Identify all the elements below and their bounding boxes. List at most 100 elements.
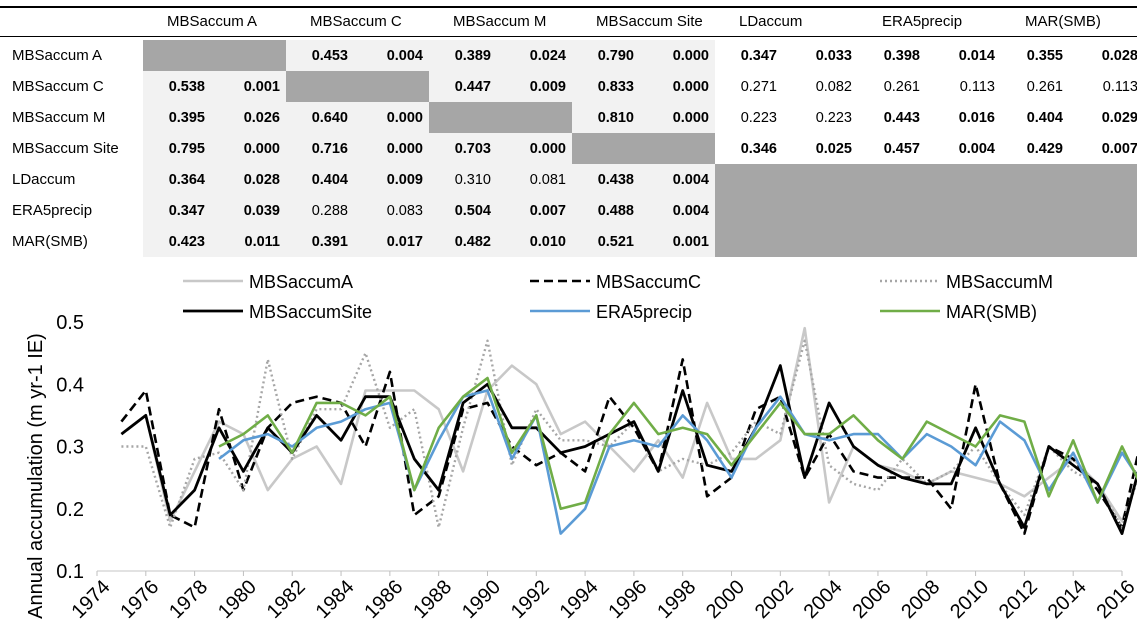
legend-label: ERA5precip [596, 302, 692, 322]
r-value: 0.346 [740, 141, 777, 157]
r-value: 0.347 [168, 203, 205, 219]
diagonal-cell [286, 71, 429, 102]
diagonal-cell [429, 102, 572, 133]
x-axis: 1974 1976 1978 1980 1982 1984 1986 1988 1990 1992… [68, 570, 1137, 623]
p-value: 0.009 [529, 79, 566, 95]
column-header: MBSaccum M [453, 13, 547, 30]
row-label: MAR(SMB) [12, 233, 88, 250]
p-value: 0.000 [529, 141, 566, 157]
p-value: 0.082 [815, 79, 852, 95]
y-tick-label: 0.1 [56, 561, 84, 583]
p-value: 0.004 [386, 48, 423, 64]
diagonal-cell [715, 164, 858, 195]
p-value: 0.004 [672, 172, 709, 188]
r-value: 0.833 [597, 79, 634, 95]
x-tick-label: 1992 [507, 576, 554, 623]
column-header: MBSaccum C [310, 13, 402, 30]
p-value: 0.004 [672, 203, 709, 219]
r-value: 0.395 [168, 110, 205, 126]
x-tick-label: 2014 [1044, 576, 1091, 623]
column-header: MAR(SMB) [1025, 13, 1101, 30]
row-label: ERA5precip [12, 202, 93, 219]
column-header: ERA5precip [882, 13, 963, 30]
r-value: 0.443 [883, 110, 920, 126]
p-value: 0.010 [529, 234, 566, 250]
p-value: 0.009 [386, 172, 423, 188]
r-value: 0.261 [883, 79, 920, 95]
plot-area [120, 326, 1137, 536]
p-value: 0.028 [243, 172, 280, 188]
p-value: 0.001 [672, 234, 709, 250]
p-value: 0.004 [958, 141, 995, 157]
r-value: 0.703 [454, 141, 491, 157]
r-value: 0.640 [311, 110, 348, 126]
table-rule [0, 36, 1137, 38]
x-tick-label: 1996 [604, 576, 651, 623]
x-tick-label: 2012 [995, 576, 1042, 623]
y-tick-label: 0.5 [56, 312, 84, 334]
r-value: 0.482 [454, 234, 491, 250]
r-value: 0.716 [311, 141, 348, 157]
x-tick-label: 1982 [263, 576, 310, 623]
chart-canvas: MBSaccumA MBSaccumC MBSaccumM MBSaccumSite E… [25, 272, 1137, 623]
y-axis: 0.1 0.2 0.3 0.4 0.5 [56, 312, 84, 583]
accumulation-line-chart: MBSaccumA MBSaccumC MBSaccumM MBSaccumSite E… [0, 258, 1137, 635]
p-value: 0.007 [1101, 141, 1137, 157]
row-label: MBSaccum A [12, 47, 103, 64]
diagonal-cell [858, 195, 1001, 226]
y-tick-label: 0.3 [56, 437, 84, 459]
r-value: 0.310 [454, 172, 491, 188]
x-tick-label: 2000 [702, 576, 749, 623]
r-value: 0.521 [597, 234, 634, 250]
x-tick-label: 1988 [409, 576, 456, 623]
p-value: 0.113 [959, 79, 995, 95]
r-value: 0.538 [168, 79, 205, 95]
r-value: 0.391 [311, 234, 348, 250]
legend-label: MBSaccumSite [249, 302, 372, 322]
r-value: 0.347 [740, 48, 777, 64]
r-value: 0.404 [311, 172, 348, 188]
legend-label: MAR(SMB) [946, 302, 1037, 322]
p-value: 0.007 [529, 203, 566, 219]
y-tick-label: 0.4 [56, 374, 84, 396]
x-tick-label: 2008 [897, 576, 944, 623]
r-value: 0.790 [597, 48, 634, 64]
x-tick-label: 1998 [653, 576, 700, 623]
p-value: 0.000 [672, 110, 709, 126]
r-value: 0.389 [454, 48, 491, 64]
column-header: MBSaccum A [167, 13, 258, 30]
row-label: MBSaccum C [12, 78, 104, 95]
x-tick-label: 1980 [214, 576, 261, 623]
row-label: MBSaccum M [12, 109, 106, 126]
r-value: 0.364 [168, 172, 205, 188]
p-value: 0.016 [958, 110, 995, 126]
p-value: 0.026 [243, 110, 280, 126]
series-line-mbsaccuma [120, 326, 1137, 523]
x-tick-label: 1990 [458, 576, 505, 623]
r-value: 0.223 [740, 110, 777, 126]
r-value: 0.810 [597, 110, 634, 126]
x-tick-label: 1974 [68, 576, 115, 623]
r-value: 0.488 [597, 203, 634, 219]
p-value: 0.083 [386, 203, 423, 219]
diagonal-cell [1001, 226, 1137, 257]
r-value: 0.398 [883, 48, 920, 64]
y-axis-label: Annual accumulation (m yr-1 IE) [25, 333, 47, 619]
x-tick-label: 2006 [848, 576, 895, 623]
r-value: 0.423 [168, 234, 205, 250]
diagonal-cell [572, 133, 715, 164]
p-value: 0.039 [243, 203, 280, 219]
r-value: 0.288 [311, 203, 348, 219]
x-tick-label: 1994 [556, 576, 603, 623]
table-rule [0, 6, 1137, 8]
x-tick-label: 1978 [165, 576, 212, 623]
diagonal-cell [143, 40, 286, 71]
r-value: 0.504 [454, 203, 491, 219]
r-value: 0.355 [1026, 48, 1063, 64]
p-value: 0.033 [815, 48, 852, 64]
x-tick-label: 1984 [312, 576, 359, 623]
legend-label: MBSaccumC [596, 272, 701, 292]
column-header: MBSaccum Site [596, 13, 703, 30]
row-label: MBSaccum Site [12, 140, 119, 157]
p-value: 0.000 [672, 79, 709, 95]
